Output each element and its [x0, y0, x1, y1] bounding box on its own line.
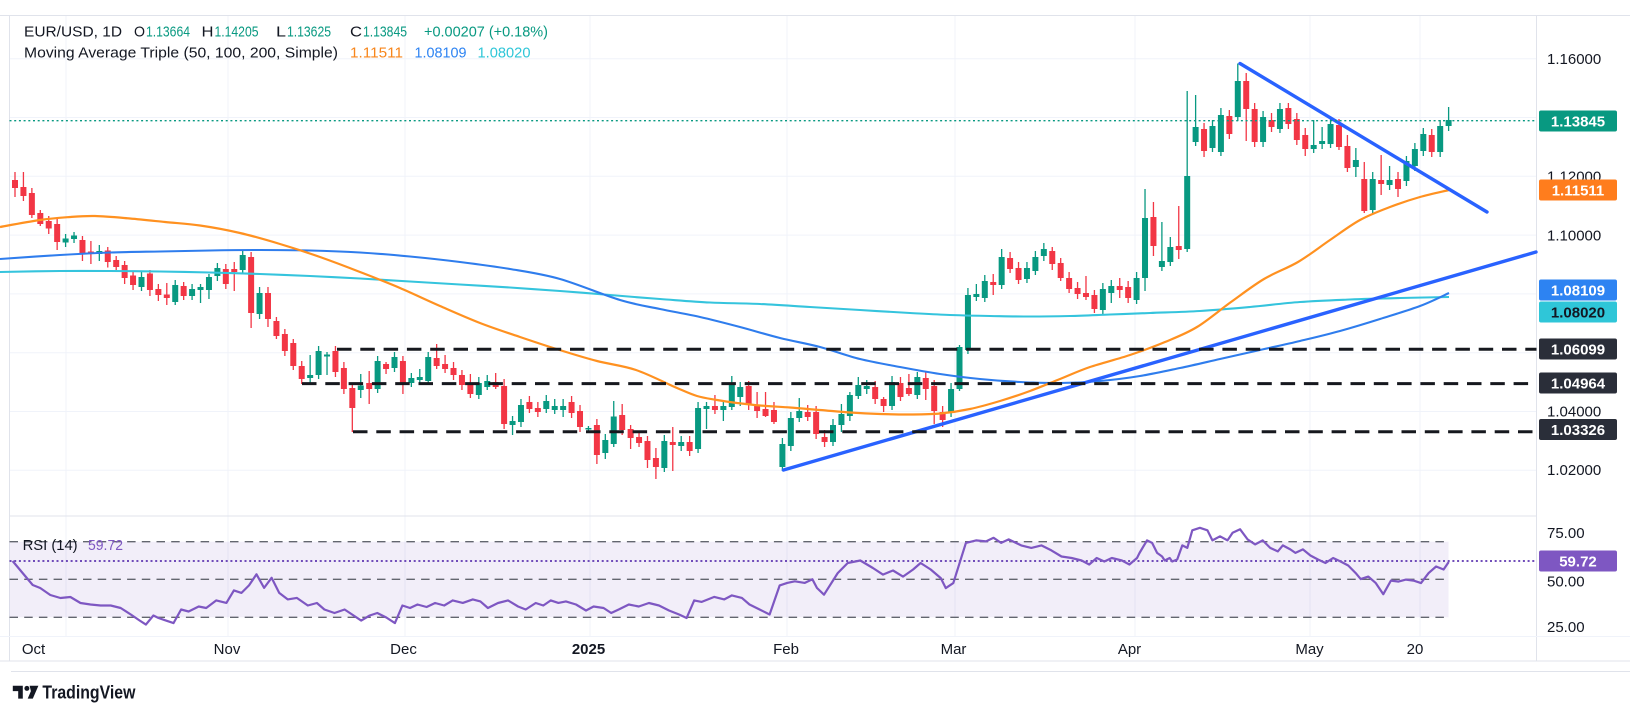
svg-text:+0.00207 (+0.18%): +0.00207 (+0.18%)	[424, 24, 548, 41]
svg-text:75.00: 75.00	[1547, 525, 1585, 542]
svg-text:1.14205: 1.14205	[215, 24, 259, 41]
svg-text:Oct: Oct	[22, 641, 46, 658]
svg-text:59.72: 59.72	[88, 537, 123, 554]
svg-text:1.08109: 1.08109	[415, 45, 467, 62]
svg-text:1.04964: 1.04964	[1551, 376, 1606, 393]
svg-text:L: L	[276, 24, 286, 41]
svg-text:1.08109: 1.08109	[1551, 283, 1605, 300]
svg-text:H: H	[202, 24, 214, 41]
svg-text:1.13625: 1.13625	[287, 24, 331, 41]
svg-text:RSI (14): RSI (14)	[23, 537, 78, 554]
svg-text:EUR/USD, 1D: EUR/USD, 1D	[24, 24, 122, 41]
svg-text:Nov: Nov	[214, 641, 241, 658]
svg-text:1.16000: 1.16000	[1547, 51, 1601, 68]
svg-text:Dec: Dec	[390, 641, 417, 658]
svg-text:25.00: 25.00	[1547, 619, 1585, 636]
svg-text:1.06099: 1.06099	[1551, 342, 1605, 359]
svg-text:1.08020: 1.08020	[478, 45, 531, 62]
svg-text:20: 20	[1407, 641, 1424, 658]
svg-text:2025: 2025	[572, 641, 605, 658]
svg-text:1.04000: 1.04000	[1547, 404, 1601, 421]
svg-text:C: C	[350, 24, 362, 41]
svg-text:1.03326: 1.03326	[1551, 422, 1605, 439]
svg-text:1.13845: 1.13845	[1551, 114, 1605, 131]
svg-text:Moving Average Triple (50, 100: Moving Average Triple (50, 100, 200, Sim…	[24, 45, 338, 62]
svg-text:TradingView: TradingView	[42, 682, 136, 703]
svg-text:1.11511: 1.11511	[350, 45, 403, 62]
svg-text:Apr: Apr	[1118, 641, 1141, 658]
svg-text:1.02000: 1.02000	[1547, 462, 1601, 479]
svg-text:50.00: 50.00	[1547, 574, 1585, 591]
svg-text:1.08020: 1.08020	[1551, 305, 1605, 322]
svg-text:59.72: 59.72	[1559, 554, 1597, 571]
svg-text:1.10000: 1.10000	[1547, 228, 1601, 245]
svg-text:Mar: Mar	[941, 641, 967, 658]
svg-text:1.11511: 1.11511	[1552, 183, 1605, 200]
svg-text:O: O	[134, 24, 145, 41]
svg-text:1.13845: 1.13845	[363, 24, 407, 41]
svg-text:1.13664: 1.13664	[146, 24, 190, 41]
svg-text:Feb: Feb	[773, 641, 799, 658]
svg-text:May: May	[1295, 641, 1324, 658]
